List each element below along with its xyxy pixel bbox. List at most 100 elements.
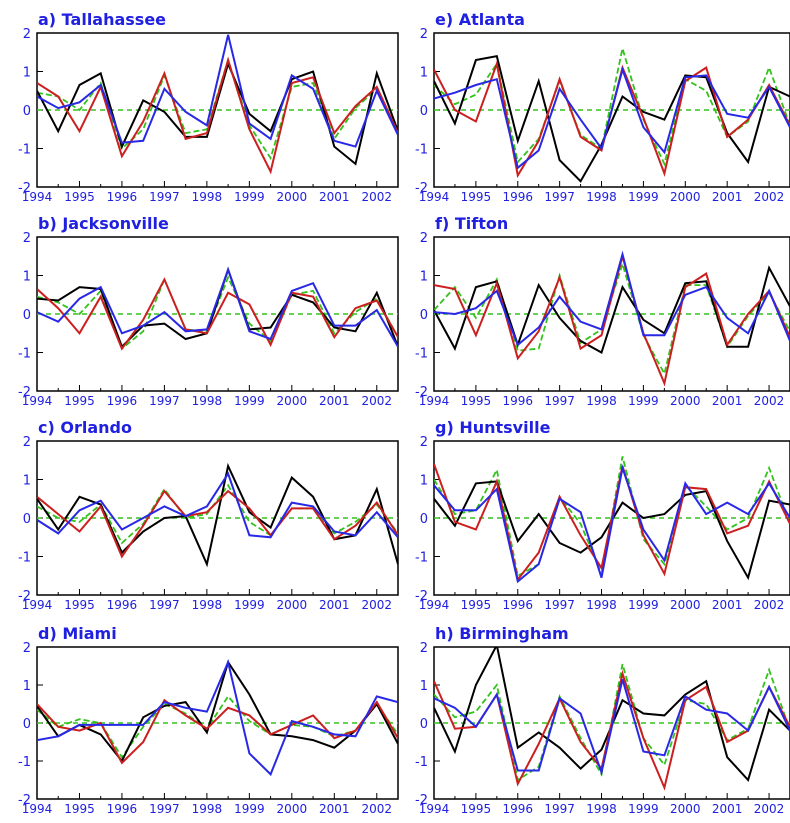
x-tick-label: 1999 [628, 598, 659, 612]
x-tick-label: 2002 [754, 802, 785, 816]
y-tick-label: -1 [18, 755, 31, 770]
x-tick-label: 1999 [234, 394, 265, 408]
y-tick-label: -1 [415, 347, 428, 362]
y-tick-label: 1 [420, 66, 428, 81]
x-tick-label: 1994 [22, 190, 53, 204]
x-tick-label: 2002 [754, 394, 785, 408]
x-tick-label: 1999 [234, 802, 265, 816]
x-tick-label: 2000 [670, 190, 701, 204]
panel-title: g) Huntsville [435, 418, 551, 437]
x-tick-label: 1996 [502, 190, 533, 204]
x-tick-label: 2000 [670, 394, 701, 408]
y-tick-label: 0 [420, 104, 428, 119]
series-line-blue [434, 66, 790, 170]
y-tick-label: 1 [23, 66, 31, 81]
series-line-red [37, 489, 398, 559]
x-tick-label: 1995 [461, 802, 492, 816]
panel-title: c) Orlando [38, 418, 132, 437]
y-tick-label: 0 [23, 717, 31, 732]
x-tick-label: 1999 [234, 598, 265, 612]
panel-title: d) Miami [38, 624, 117, 643]
series-line-blue [37, 471, 398, 539]
series-line-blue [434, 679, 790, 776]
panel-title: f) Tifton [435, 214, 508, 233]
y-tick-label: 0 [23, 512, 31, 527]
series-line-green [434, 260, 790, 377]
x-tick-label: 1995 [64, 394, 95, 408]
panel-title: b) Jacksonville [38, 214, 169, 233]
x-tick-label: 1994 [419, 394, 450, 408]
x-tick-label: 1995 [64, 598, 95, 612]
x-tick-label: 1998 [586, 598, 617, 612]
y-tick-label: 1 [23, 270, 31, 285]
x-tick-label: 1995 [64, 190, 95, 204]
x-tick-label: 1997 [149, 598, 180, 612]
y-tick-label: -2 [415, 181, 428, 196]
series-line-black [434, 265, 790, 354]
y-tick-label: 1 [420, 270, 428, 285]
panel-title: e) Atlanta [435, 10, 525, 29]
x-tick-label: 1997 [149, 190, 180, 204]
y-tick-label: 1 [420, 474, 428, 489]
y-tick-label: -2 [18, 385, 31, 400]
x-tick-label: 1998 [192, 802, 223, 816]
y-tick-label: -1 [18, 347, 31, 362]
series-line-red [37, 56, 398, 175]
x-tick-label: 1998 [192, 598, 223, 612]
x-tick-label: 1994 [22, 802, 53, 816]
x-tick-label: 1999 [628, 394, 659, 408]
x-tick-label: 2000 [277, 598, 308, 612]
y-tick-label: 1 [23, 474, 31, 489]
x-tick-label: 1997 [544, 802, 575, 816]
x-tick-label: 2000 [670, 802, 701, 816]
x-tick-label: 1994 [22, 394, 53, 408]
series-line-red [37, 698, 398, 765]
x-tick-label: 2001 [712, 802, 743, 816]
x-tick-label: 1998 [192, 190, 223, 204]
y-tick-label: -2 [18, 589, 31, 604]
y-tick-label: -2 [18, 181, 31, 196]
x-tick-label: 2001 [319, 394, 350, 408]
x-tick-label: 2000 [277, 394, 308, 408]
x-tick-label: 1997 [544, 190, 575, 204]
y-tick-label: 0 [420, 308, 428, 323]
x-tick-label: 1996 [107, 394, 138, 408]
x-tick-label: 1995 [461, 598, 492, 612]
x-tick-label: 1995 [64, 802, 95, 816]
x-tick-label: 1997 [149, 802, 180, 816]
x-tick-label: 2002 [361, 802, 392, 816]
series-line-blue [434, 250, 790, 347]
x-tick-label: 1999 [628, 190, 659, 204]
series-line-red [434, 252, 790, 387]
x-tick-label: 1995 [461, 190, 492, 204]
x-tick-label: 2001 [319, 598, 350, 612]
x-tick-label: 2002 [361, 598, 392, 612]
y-tick-label: 0 [23, 308, 31, 323]
x-tick-label: 2002 [754, 598, 785, 612]
panel-title: h) Birmingham [435, 624, 569, 643]
x-tick-label: 1996 [502, 394, 533, 408]
y-tick-label: -1 [415, 755, 428, 770]
x-tick-label: 2000 [670, 598, 701, 612]
y-tick-label: -2 [18, 793, 31, 808]
panel-title: a) Tallahassee [38, 10, 166, 29]
x-tick-label: 1998 [192, 394, 223, 408]
y-tick-label: 2 [420, 435, 428, 450]
y-tick-label: 2 [23, 435, 31, 450]
series-line-green [37, 483, 398, 545]
series-line-black [434, 54, 790, 183]
series-line-blue [37, 659, 398, 777]
x-tick-label: 2001 [712, 394, 743, 408]
x-tick-label: 1994 [419, 802, 450, 816]
x-tick-label: 1998 [586, 802, 617, 816]
y-tick-label: 1 [420, 679, 428, 694]
series-line-black [37, 659, 398, 763]
x-tick-label: 1995 [461, 394, 492, 408]
x-tick-label: 1997 [149, 394, 180, 408]
y-tick-label: 2 [420, 27, 428, 42]
